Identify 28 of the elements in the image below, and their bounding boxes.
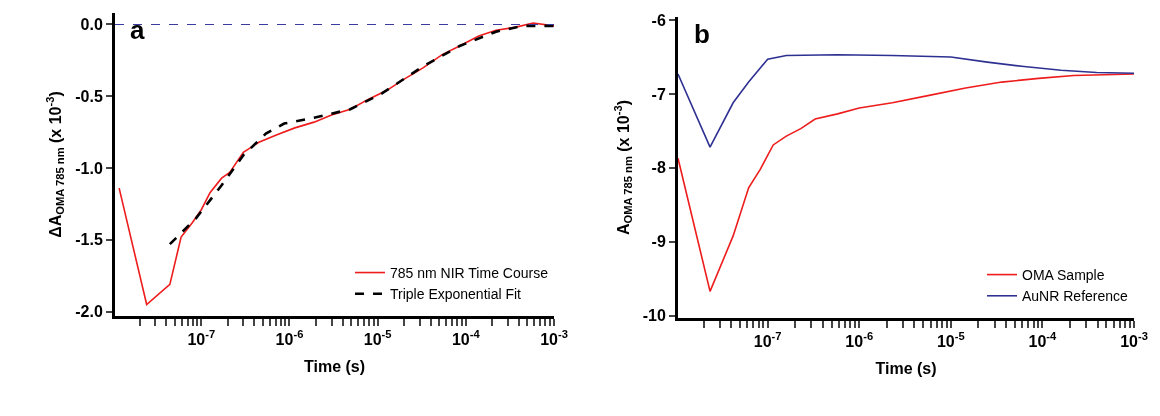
legend-label: Triple Exponential Fit (390, 286, 522, 303)
x-axis-title: Time (s) (303, 357, 366, 375)
x-tick-label: 10$^{-5}$ (936, 330, 965, 351)
x-tick-label: 10$^{-6}$ (275, 328, 304, 349)
y-tick-label: -1.5 (75, 231, 103, 249)
x-tick-label: 10$^{-7}$ (753, 330, 782, 351)
x-tick-label: 10$^{-7}$ (187, 328, 216, 349)
annotation: b (694, 19, 710, 49)
y-tick-label: 0.0 (80, 16, 103, 34)
y-tick-label: -10 (642, 307, 666, 325)
y-tick-label: -6 (651, 11, 666, 29)
y-tick-label: -0.5 (75, 87, 103, 105)
x-tick-label: 10$^{-4}$ (451, 328, 481, 349)
x-tick-label: 10$^{-6}$ (845, 330, 874, 351)
x-tick-label: 10$^{-5}$ (363, 328, 392, 349)
annotation: a (130, 15, 145, 45)
legend-label: AuNR Reference (1022, 288, 1129, 305)
y-tick-label: -9 (651, 233, 666, 251)
y-tick-label: -8 (651, 159, 666, 177)
x-tick-label: 10$^{-3}$ (1120, 330, 1148, 351)
y-tick-label: -2.0 (75, 303, 103, 321)
x-tick-label: 10$^{-4}$ (1028, 330, 1058, 351)
y-tick-label: -1.0 (75, 159, 103, 177)
y-tick-label: -7 (651, 85, 666, 103)
x-tick-label: 10$^{-3}$ (540, 328, 568, 349)
legend-label: 785 nm NIR Time Course (390, 265, 549, 281)
legend-label: OMA Sample (1022, 267, 1105, 284)
x-axis-title: Time (s) (875, 359, 937, 377)
